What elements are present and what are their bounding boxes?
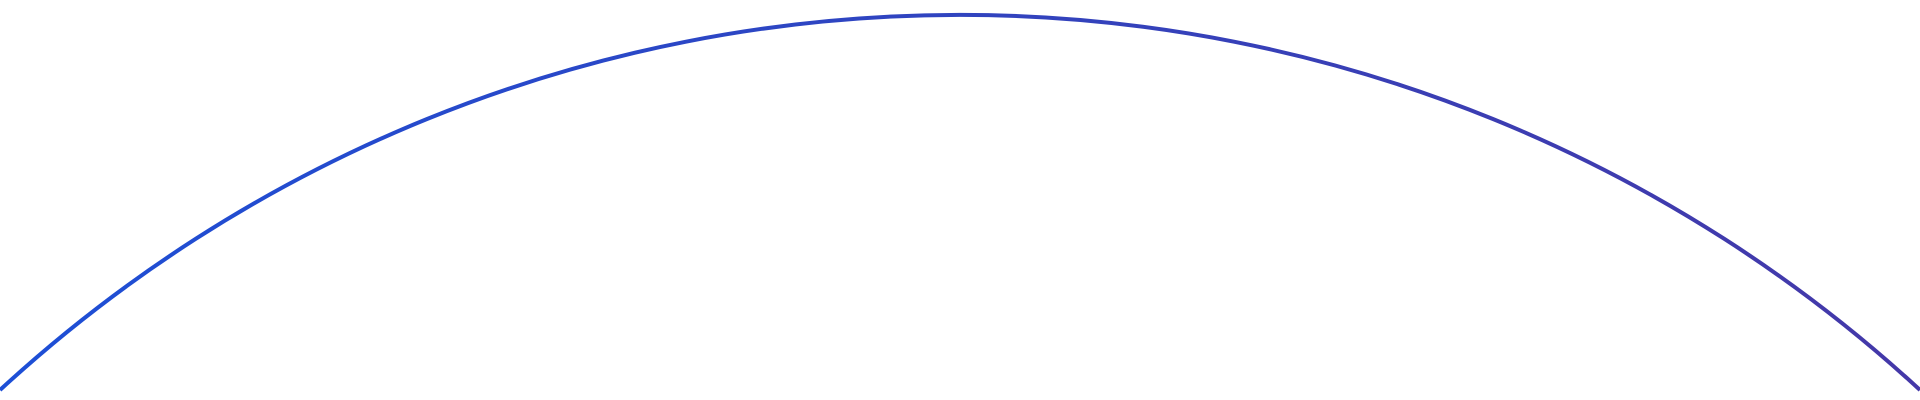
decorative-arc: [0, 12, 1920, 392]
